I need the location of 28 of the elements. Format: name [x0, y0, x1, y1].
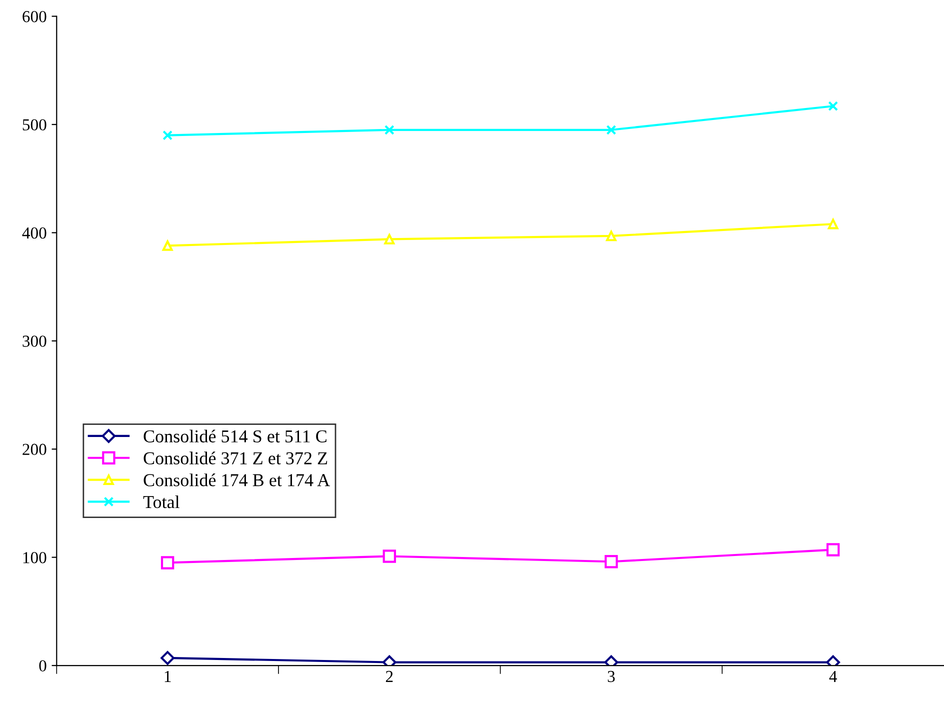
point [160, 556, 174, 570]
y-tick-label: 400 [22, 227, 46, 239]
x-tick-label: 4 [829, 670, 837, 682]
legend-label: Total [143, 495, 180, 508]
point [382, 550, 396, 563]
y-tick-label: 500 [22, 119, 46, 130]
point [606, 124, 616, 135]
point [604, 555, 618, 568]
y-tick-label: 200 [22, 444, 46, 456]
legend-label: Consolidé 371 Z et 372 Z [144, 452, 328, 464]
x-tick-label: 2 [386, 670, 393, 682]
x-tick-label: 1 [164, 670, 171, 682]
y-tick-label: 100 [23, 552, 46, 564]
legend-label: Consolidé 174 B et 174 A [144, 474, 330, 486]
point [828, 101, 838, 112]
y-tick-label: 600 [22, 10, 46, 22]
legend-label: Consolidé 514 S et 511 C [144, 430, 326, 442]
point [162, 130, 173, 140]
y-tick-label: 0 [39, 660, 46, 672]
point [162, 240, 173, 251]
point [384, 124, 394, 135]
x-tick-label: 3 [608, 670, 615, 682]
point [606, 230, 616, 242]
point [384, 234, 395, 244]
point [826, 543, 840, 556]
y-tick-label: 300 [22, 336, 46, 347]
point [160, 651, 174, 665]
point [828, 218, 838, 230]
